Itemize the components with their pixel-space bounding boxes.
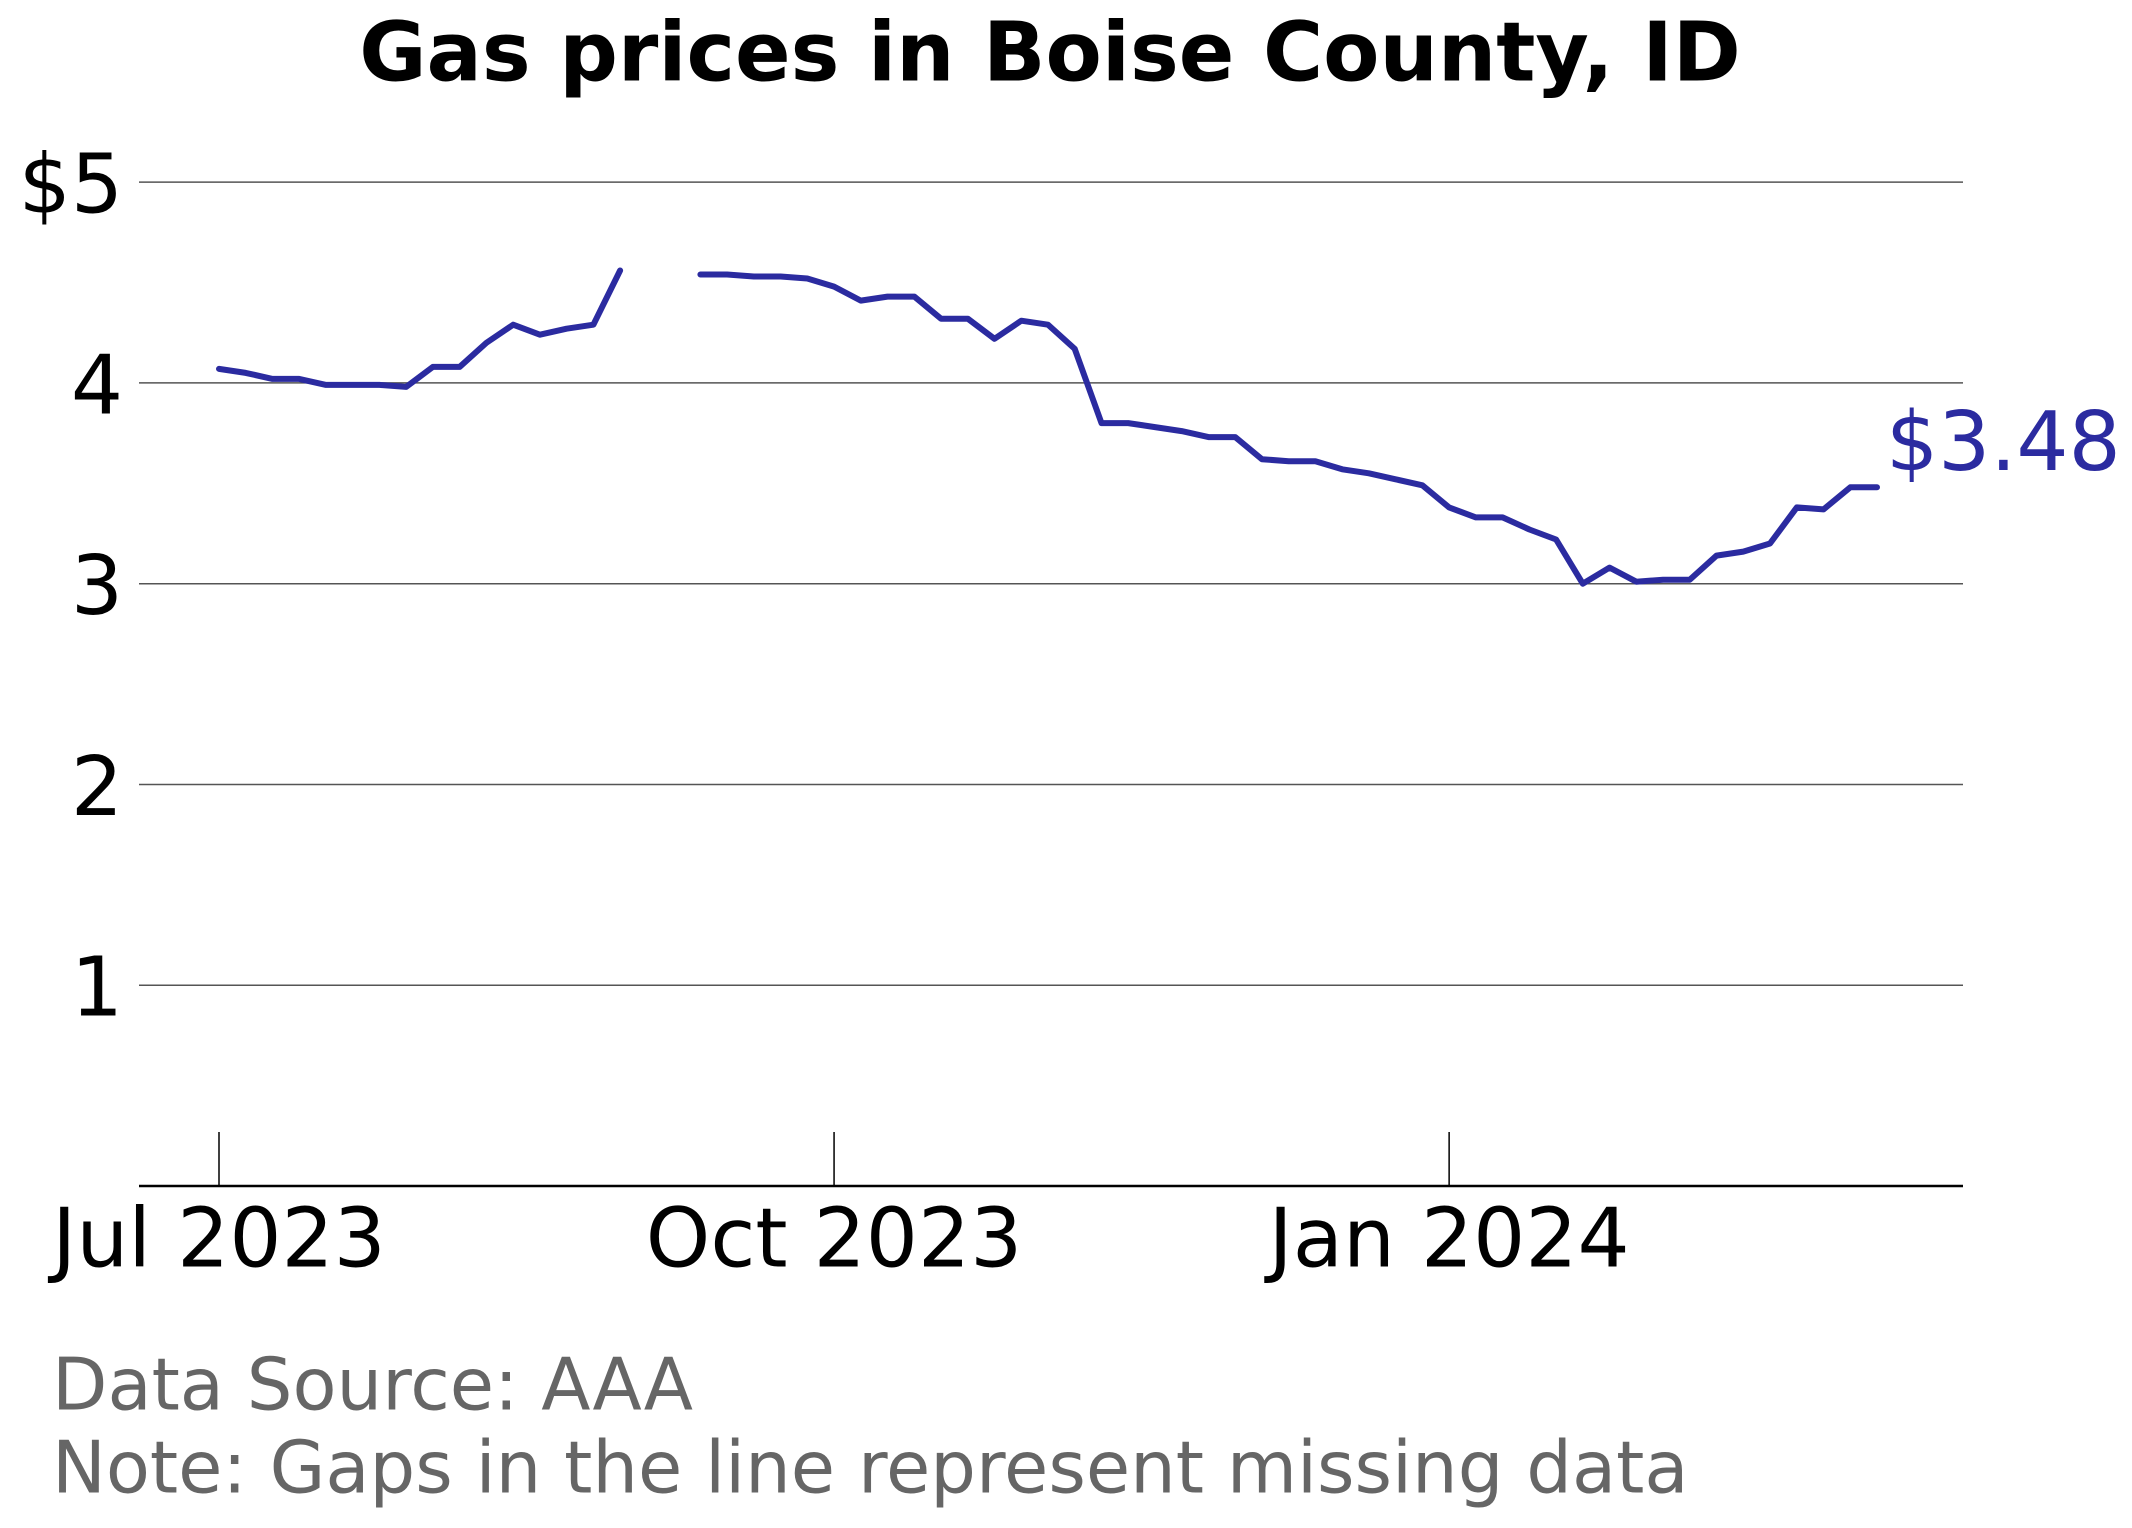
end-value-label: $3.48 [1886, 395, 2121, 490]
price-line [216, 267, 1880, 587]
y-tick-label: 4 [71, 338, 123, 433]
chart-title: Gas prices in Boise County, ID [359, 5, 1741, 100]
y-tick-label: 1 [71, 941, 123, 1036]
source-note: Data Source: AAA [52, 1343, 693, 1427]
y-tick-label: $5 [19, 138, 123, 233]
gap-note: Note: Gaps in the line represent missing… [52, 1426, 1688, 1510]
y-tick-label: 2 [71, 740, 123, 835]
x-tick-label: Oct 2023 [646, 1191, 1023, 1286]
y-tick-label: 3 [71, 539, 123, 634]
x-tick-label: Jan 2024 [1264, 1191, 1630, 1286]
x-tick-label: Jul 2023 [47, 1191, 386, 1286]
